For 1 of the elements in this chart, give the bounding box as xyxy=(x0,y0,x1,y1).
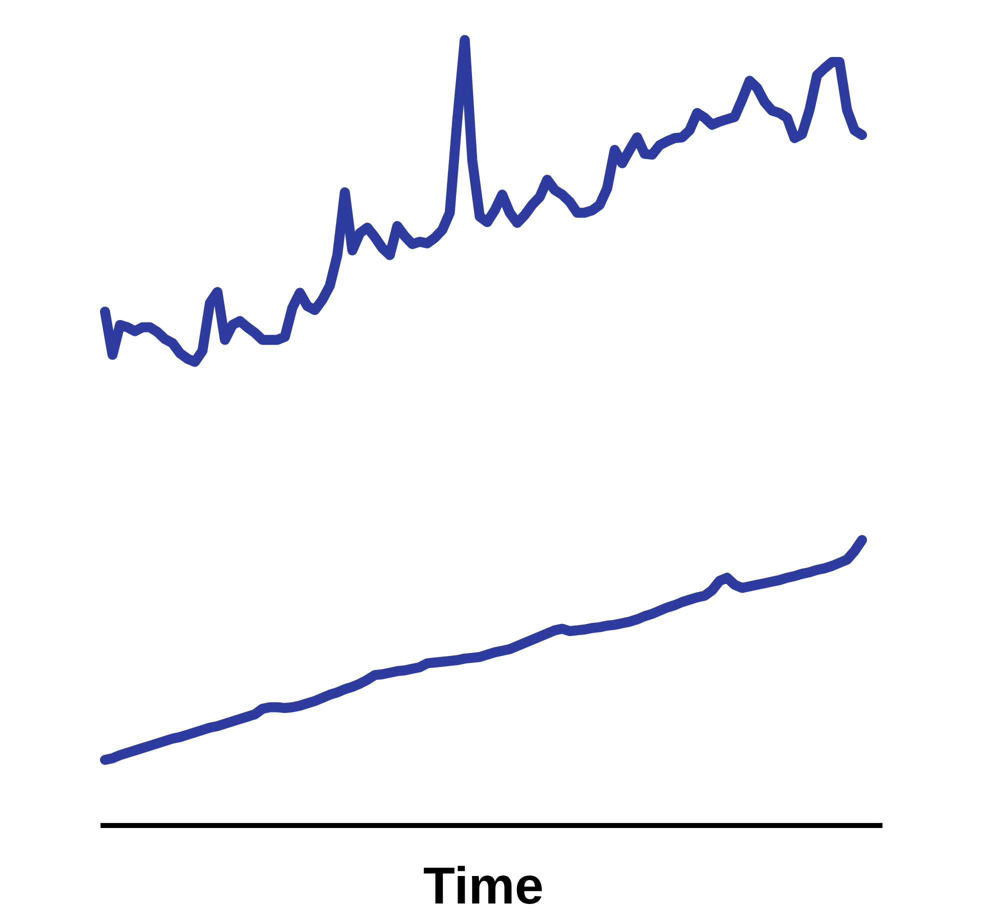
x-axis-title: Time xyxy=(423,858,544,916)
